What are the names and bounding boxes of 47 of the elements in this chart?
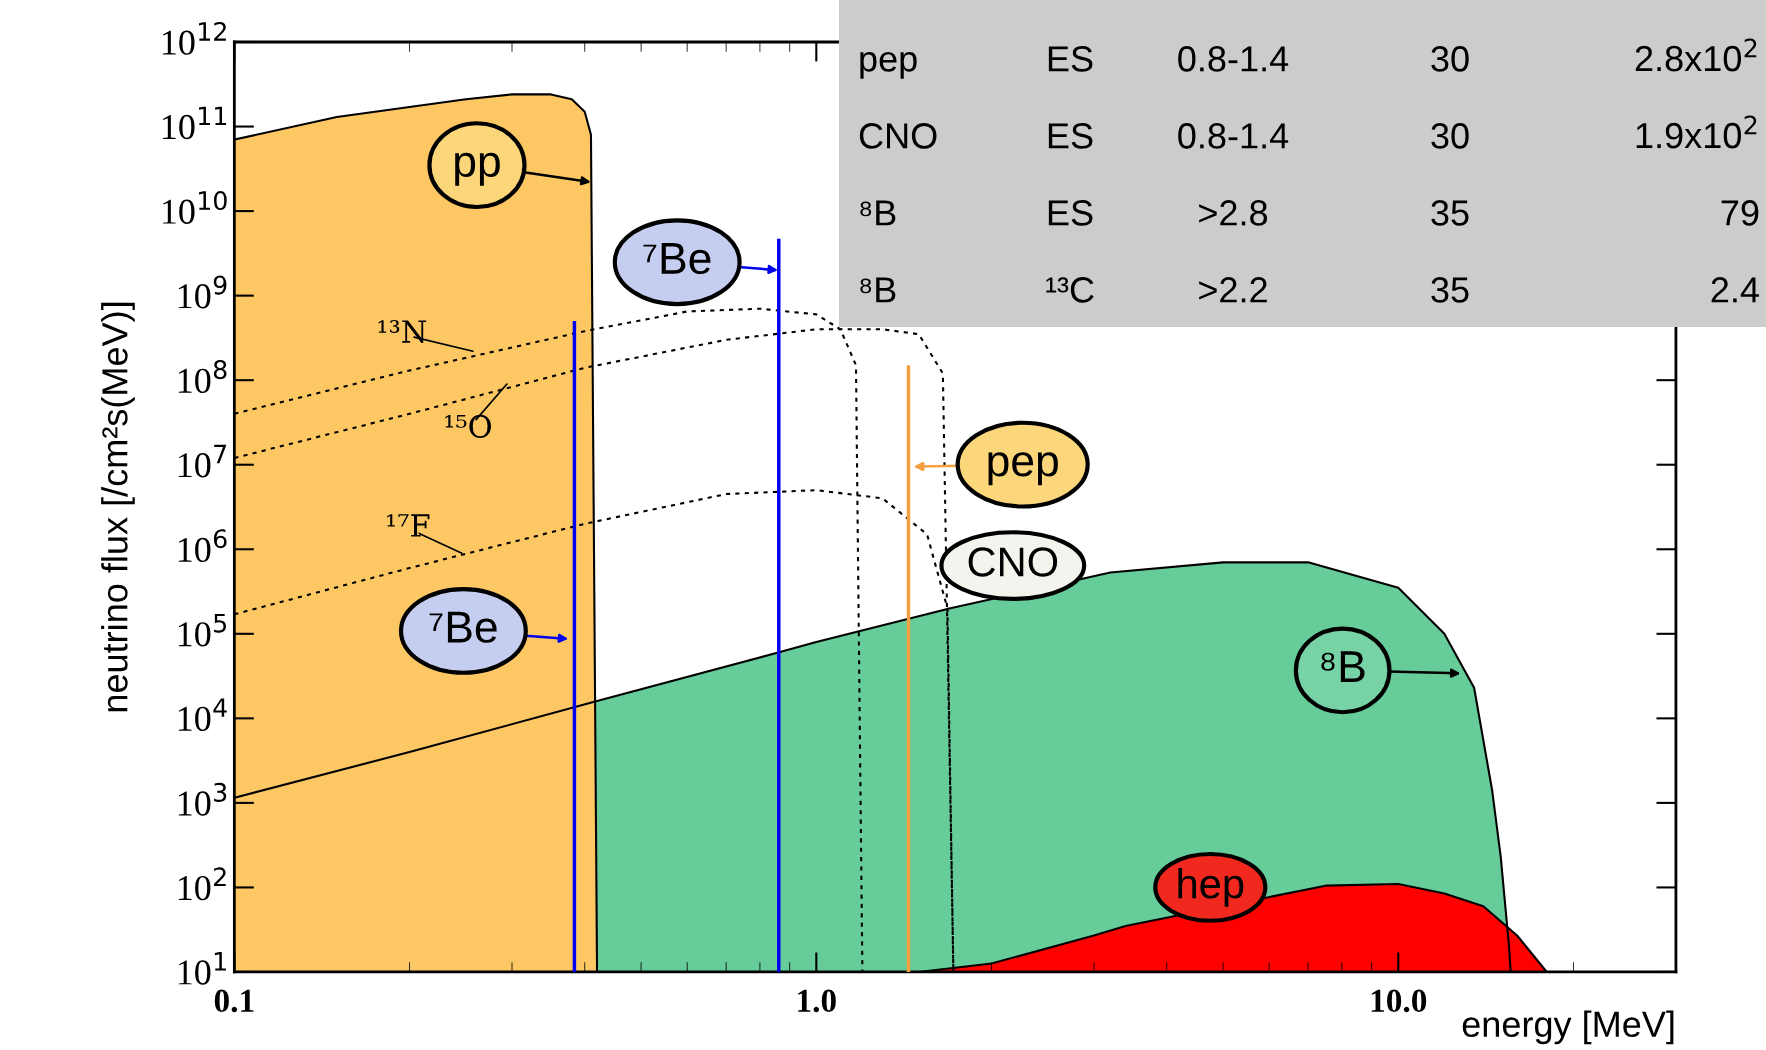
annotation: ¹⁷F: [387, 514, 430, 537]
x-axis-title: energy [MeV]: [1462, 1010, 1674, 1045]
annotation: CNO: [859, 123, 937, 149]
annotation: 30: [1431, 46, 1469, 72]
annotation: ¹³C: [1046, 277, 1094, 303]
x-tick-label: 1.0: [798, 989, 836, 1013]
y-tick-label: 10$^{12}$: [162, 21, 226, 55]
annotation: ¹³N: [378, 319, 427, 344]
annotation: ⁸B: [1321, 651, 1365, 682]
y-tick-label: 10$^{7}$: [178, 444, 227, 478]
annotation: 35: [1431, 200, 1469, 226]
annotation: ¹⁵O: [445, 414, 491, 438]
annotation: pp: [455, 152, 500, 186]
annotation: 1.9x10$^{2}$: [1636, 115, 1757, 149]
annotation: 0.8-1.4: [1178, 46, 1289, 72]
y-axis-title: neutrino flux [/cm²s(MeV)]: [101, 302, 135, 712]
annotation: pep: [860, 51, 917, 79]
annotation: ES: [1048, 123, 1093, 149]
y-tick-label: 10$^{9}$: [178, 275, 227, 309]
annotation: >2.2: [1199, 277, 1267, 303]
x-tick-label: 10.0: [1371, 989, 1427, 1013]
y-tick-label: 10$^{6}$: [178, 529, 227, 563]
annotation: CNO: [968, 547, 1058, 577]
annotation: pep: [988, 452, 1058, 486]
y-tick-label: 10$^{4}$: [178, 698, 227, 732]
annotation: 35: [1431, 277, 1469, 303]
text: 79: [1721, 200, 1759, 226]
y-tick-label: 10$^{11}$: [162, 106, 227, 140]
y-tick-label: 10$^{3}$: [178, 782, 227, 816]
y-tick-label: 10$^{5}$: [178, 613, 227, 647]
annotation: ⁷Be: [643, 243, 711, 275]
y-tick-label: 10$^{8}$: [178, 360, 227, 394]
annotation: ES: [1048, 200, 1093, 226]
annotation: >2.8: [1199, 200, 1268, 226]
annotation: ⁸B: [860, 277, 896, 303]
annotation: ⁸B: [860, 200, 896, 226]
y-tick-label: 10$^{2}$: [178, 867, 226, 901]
annotation: hep: [1178, 867, 1244, 907]
annotation: 2.8x10$^{2}$: [1635, 38, 1757, 72]
y-tick-label: 10$^{10}$: [162, 190, 227, 224]
x-tick-label: 0.1: [214, 989, 254, 1013]
annotation: 30: [1431, 123, 1469, 149]
annotation: ⁷Be: [429, 611, 497, 643]
annotation: ES: [1048, 46, 1093, 72]
text: 2.4: [1711, 277, 1759, 303]
annotation: 0.8-1.4: [1178, 123, 1289, 149]
y-tick-label: 10$^{1}$: [178, 952, 226, 985]
